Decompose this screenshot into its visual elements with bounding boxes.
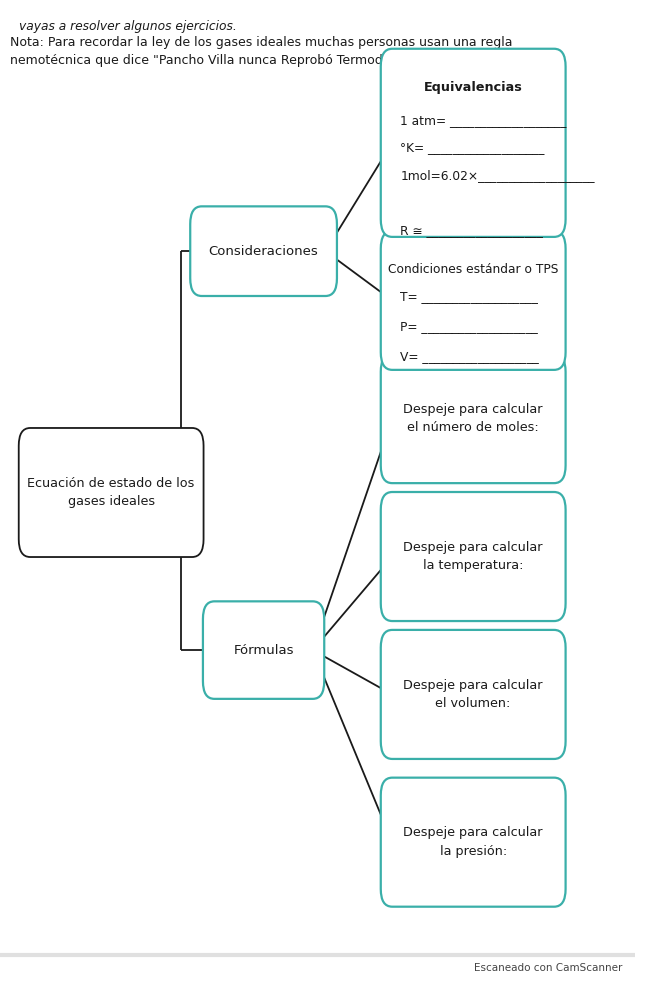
Text: Despeje para calcular
el número de moles:: Despeje para calcular el número de moles… xyxy=(404,403,543,434)
Text: Nota: Para recordar la ley de los gases ideales muchas personas usan una regla: Nota: Para recordar la ley de los gases … xyxy=(10,36,512,49)
FancyBboxPatch shape xyxy=(380,231,566,370)
FancyBboxPatch shape xyxy=(190,207,337,296)
FancyBboxPatch shape xyxy=(380,355,566,484)
Text: T= ___________________: T= ___________________ xyxy=(401,291,538,303)
Text: nemotécnica que dice "Pancho Villa nunca Reprobó Termodinámica (PV = nRT)".: nemotécnica que dice "Pancho Villa nunca… xyxy=(10,54,514,67)
Text: Despeje para calcular
el volumen:: Despeje para calcular el volumen: xyxy=(404,679,543,710)
Text: °K= ___________________: °K= ___________________ xyxy=(401,142,545,155)
Text: vayas a resolver algunos ejercicios.: vayas a resolver algunos ejercicios. xyxy=(19,20,237,33)
Text: Ecuación de estado de los
gases ideales: Ecuación de estado de los gases ideales xyxy=(28,477,195,508)
Text: Despeje para calcular
la temperatura:: Despeje para calcular la temperatura: xyxy=(404,541,543,572)
FancyBboxPatch shape xyxy=(380,630,566,758)
Text: V= ___________________: V= ___________________ xyxy=(401,350,539,362)
Text: Equivalencias: Equivalencias xyxy=(424,82,523,95)
FancyBboxPatch shape xyxy=(19,427,203,557)
Text: Escaneado con CamScanner: Escaneado con CamScanner xyxy=(474,963,623,973)
Text: R ≅ ___________________: R ≅ ___________________ xyxy=(401,225,543,237)
Text: P= ___________________: P= ___________________ xyxy=(401,320,538,333)
Text: Condiciones estándar o TPS: Condiciones estándar o TPS xyxy=(388,263,558,276)
Text: 1 atm= ___________________: 1 atm= ___________________ xyxy=(401,114,567,127)
FancyBboxPatch shape xyxy=(380,492,566,622)
Text: Consideraciones: Consideraciones xyxy=(209,244,318,258)
Text: Despeje para calcular
la presión:: Despeje para calcular la presión: xyxy=(404,826,543,858)
FancyBboxPatch shape xyxy=(380,48,566,237)
Text: Fórmulas: Fórmulas xyxy=(233,643,294,657)
FancyBboxPatch shape xyxy=(203,601,324,699)
FancyBboxPatch shape xyxy=(380,778,566,906)
Text: 1mol=6.02×___________________: 1mol=6.02×___________________ xyxy=(401,169,595,182)
